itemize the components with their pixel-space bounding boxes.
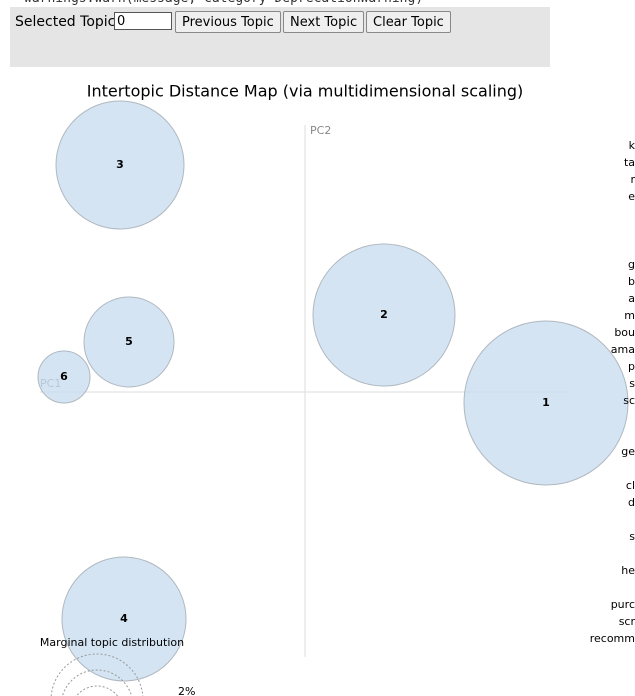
term-label: purc [611,598,635,611]
marginal-distribution-label: Marginal topic distribution [40,636,184,649]
control-panel: Selected Topic: Previous Topic Next Topi… [10,7,550,67]
map-title: Intertopic Distance Map (via multidimens… [87,82,524,101]
marginal-legend-label: 2% [178,685,195,696]
term-label: sc [623,394,635,407]
marginal-legend [50,653,144,696]
topic-circle[interactable] [312,243,456,387]
term-label: scr [619,615,635,628]
topic-circle[interactable] [83,296,175,388]
next-topic-button[interactable]: Next Topic [283,11,365,33]
term-label: ge [621,445,635,458]
clear-topic-button[interactable]: Clear Topic [366,11,451,33]
term-label: s [629,377,635,390]
term-label: he [621,564,635,577]
term-label: m [624,309,635,322]
topic-input[interactable] [114,12,172,30]
topic-circle[interactable] [55,100,185,230]
term-label: ama [611,343,635,356]
term-label: d [628,496,635,509]
term-label: cl [626,479,635,492]
topic-circle[interactable] [61,556,187,682]
topic-number: 3 [116,158,124,171]
topic-number: 1 [542,396,550,409]
topic-circle[interactable] [37,350,91,404]
topic-circle[interactable] [463,320,629,486]
term-label: k [629,139,635,152]
term-label: e [628,190,635,203]
previous-topic-button[interactable]: Previous Topic [175,11,281,33]
topic-number: 2 [380,308,388,321]
console-output: warnings.warn(message, category=Deprecat… [24,0,423,6]
topic-number: 6 [60,370,68,383]
term-label: recomm [590,632,635,645]
term-label: bou [614,326,635,339]
topic-number: 4 [120,612,128,625]
topic-number: 5 [125,335,133,348]
term-label: g [628,258,635,271]
term-label: ta [624,156,635,169]
term-label: r [630,173,635,186]
term-label: p [628,360,635,373]
term-label: a [628,292,635,305]
term-label: b [628,275,635,288]
term-label: s [629,530,635,543]
pc2-label: PC2 [310,124,331,137]
selected-topic-label: Selected Topic: [15,14,121,30]
